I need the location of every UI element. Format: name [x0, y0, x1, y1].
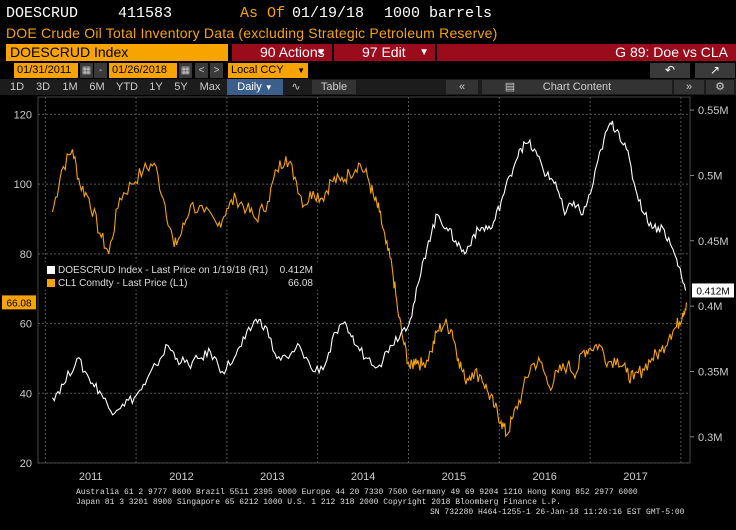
edit-menu-button[interactable]: 97 Edit ▼: [334, 44, 435, 61]
series-lines: [51, 120, 687, 438]
series-line-cl1: [51, 149, 687, 438]
units-label: 1000 barrels: [384, 5, 493, 22]
edit-label: 97 Edit: [362, 44, 406, 60]
line-chart-icon[interactable]: ∿: [291, 81, 301, 93]
x-tick-label: 2012: [169, 471, 193, 483]
footer: Australia 61 2 9777 8600 Brazil 5511 239…: [0, 487, 736, 530]
period-3d[interactable]: 3D: [35, 81, 51, 93]
end-date-field[interactable]: 01/26/2018: [109, 63, 177, 78]
x-tick-label: 2017: [623, 471, 647, 483]
left-last-value-tag: [2, 295, 36, 310]
collapse-button[interactable]: «: [446, 80, 478, 94]
chart-content-icon: ▤: [504, 81, 516, 93]
security-field[interactable]: DOESCRUD Index: [6, 44, 228, 61]
right-tick-label: 0.3M: [698, 432, 722, 444]
chevron-down-icon: ▼: [316, 47, 326, 58]
as-of-label: As Of: [240, 5, 286, 22]
settings-button[interactable]: ⚙: [706, 80, 734, 94]
frequency-value: Daily: [237, 81, 262, 93]
left-tick-label: 100: [14, 179, 32, 191]
undo-arrow-icon[interactable]: ↶: [650, 63, 690, 78]
legend-entry-doescrud: DOESCRUD Index - Last Price on 1/19/18 (…: [47, 265, 319, 276]
legend-label: CL1 Comdty - Last Price (L1): [58, 278, 188, 289]
left-tick-label: 60: [20, 319, 32, 331]
left-tick-label: 40: [20, 388, 32, 400]
last-value-tags: 66.08 0.412M: [2, 283, 734, 310]
left-tick-label: 20: [20, 458, 32, 470]
series-line-doescrud: [52, 120, 687, 416]
double-chevron-right-icon: »: [685, 81, 693, 93]
footer-line-1: Australia 61 2 9777 8600 Brazil 5511 239…: [76, 488, 638, 497]
as-of-date: 01/19/18: [292, 5, 365, 22]
export-icon[interactable]: ↗: [695, 63, 735, 78]
period-6m[interactable]: 6M: [89, 81, 105, 93]
legend-label: DOESCRUD Index - Last Price on 1/19/18 (…: [58, 265, 269, 276]
period-max[interactable]: Max: [199, 81, 221, 93]
actions-label: 90 Actions: [260, 44, 325, 60]
chart-content-button[interactable]: ▤ Chart Content: [482, 80, 672, 94]
x-axis: 2011 2012 2013 2014 2015 2016 2017: [79, 471, 648, 483]
x-tick-label: 2011: [79, 471, 103, 483]
right-tick-label: 0.5M: [698, 170, 722, 182]
legend-entry-cl1: CL1 Comdty - Last Price (L1) 66.08: [47, 278, 319, 289]
chevron-down-icon: ▼: [419, 47, 429, 58]
currency-select[interactable]: Local CCY ▼: [228, 63, 308, 78]
x-tick-label: 2015: [442, 471, 466, 483]
frequency-select[interactable]: Daily ▼: [227, 79, 283, 95]
chart-legend: DOESCRUD Index - Last Price on 1/19/18 (…: [43, 262, 321, 290]
right-last-value-text: 0.412M: [696, 286, 729, 297]
chevron-left-icon[interactable]: <: [195, 63, 208, 78]
graph-name: G 89: Doe vs CLA: [437, 44, 736, 61]
right-tick-label: 0.45M: [698, 236, 729, 248]
current-value: 411583: [118, 5, 173, 22]
calendar-icon[interactable]: ▦: [179, 63, 192, 78]
right-last-value-tag: [692, 283, 734, 298]
table-label: Table: [320, 81, 348, 93]
period-1m[interactable]: 1M: [62, 81, 78, 93]
period-1d[interactable]: 1D: [9, 81, 25, 93]
left-tick-label: 80: [20, 249, 32, 261]
right-tick-label: 0.4M: [698, 301, 722, 313]
right-tick-label: 0.35M: [698, 367, 729, 379]
chevron-down-icon: ▼: [264, 83, 273, 92]
price-chart[interactable]: 20 40 60 80 100 120 0.3M 0.35M 0.4M 0.45M 0.5M 0.5…: [0, 95, 736, 495]
gear-icon: ⚙: [715, 81, 725, 93]
ticker: DOESCRUD: [6, 5, 79, 22]
left-last-value-text: 66.08: [6, 298, 31, 309]
dash-separator: -: [94, 63, 107, 78]
chart-content-label: Chart Content: [542, 81, 612, 93]
right-tick-label: 0.55M: [698, 105, 729, 117]
x-tick-label: 2014: [351, 471, 375, 483]
currency-value: Local CCY: [231, 64, 284, 76]
chevron-down-icon: ▼: [297, 66, 305, 75]
start-date-field[interactable]: 01/31/2011: [14, 63, 78, 78]
footer-line-2: Japan 81 3 3201 8900 Singapore 65 6212 1…: [76, 498, 561, 507]
legend-swatch-orange: [47, 279, 55, 287]
period-ytd[interactable]: YTD: [116, 81, 138, 93]
legend-swatch-white: [47, 266, 55, 274]
chart-subtitle: DOE Crude Oil Total Inventory Data (excl…: [6, 25, 498, 41]
legend-value: 66.08: [287, 278, 313, 289]
actions-menu-button[interactable]: 90 Actions ▼: [232, 44, 332, 61]
table-button[interactable]: Table: [312, 80, 356, 94]
period-1y[interactable]: 1Y: [149, 81, 163, 93]
right-axis: 0.3M 0.35M 0.4M 0.45M 0.5M 0.55M: [690, 105, 729, 444]
left-axis: 20 40 60 80 100 120: [14, 109, 32, 470]
calendar-icon[interactable]: ▦: [80, 63, 93, 78]
x-tick-label: 2013: [260, 471, 284, 483]
x-tick-label: 2016: [532, 471, 556, 483]
double-chevron-left-icon: «: [458, 81, 466, 93]
expand-button[interactable]: »: [674, 80, 704, 94]
top-line: DOESCRUD 411583 As Of 01/19/18 1000 barr…: [0, 0, 736, 26]
left-tick-label: 120: [14, 109, 32, 121]
period-5y[interactable]: 5Y: [174, 81, 188, 93]
chevron-right-icon[interactable]: >: [210, 63, 223, 78]
footer-line-3: SN 732280 H464-1255-1 26-Jan-18 11:26:16…: [430, 508, 685, 517]
legend-value: 0.412M: [279, 265, 313, 276]
